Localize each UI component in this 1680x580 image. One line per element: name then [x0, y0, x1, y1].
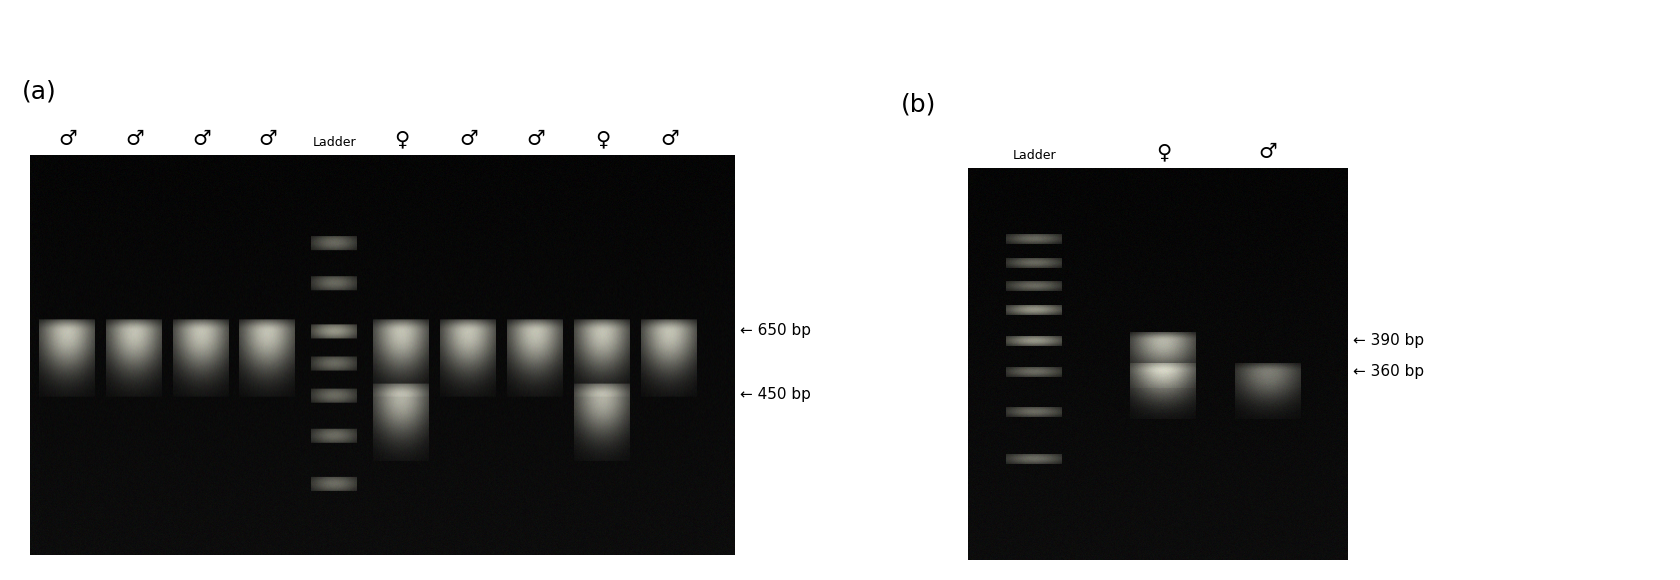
Text: ♂: ♂ [57, 129, 77, 149]
Text: ← 390 bp: ← 390 bp [1352, 333, 1423, 348]
Text: (b): (b) [900, 93, 936, 117]
Text: ♂: ♂ [192, 129, 210, 149]
Text: ♂: ♂ [124, 129, 143, 149]
Text: ♂: ♂ [1258, 142, 1277, 162]
Text: (a): (a) [22, 79, 57, 104]
Text: Ladder: Ladder [1011, 149, 1055, 162]
Text: ♀: ♀ [393, 129, 408, 149]
Text: ♀: ♀ [595, 129, 610, 149]
Text: ♂: ♂ [526, 129, 544, 149]
Text: ♂: ♂ [259, 129, 277, 149]
Text: Ladder: Ladder [312, 136, 356, 149]
Text: ← 450 bp: ← 450 bp [739, 387, 810, 403]
Text: ← 360 bp: ← 360 bp [1352, 364, 1423, 379]
Text: ♀: ♀ [1156, 142, 1171, 162]
Text: ♂: ♂ [459, 129, 477, 149]
Text: ← 650 bp: ← 650 bp [739, 324, 810, 339]
Text: ♂: ♂ [660, 129, 679, 149]
